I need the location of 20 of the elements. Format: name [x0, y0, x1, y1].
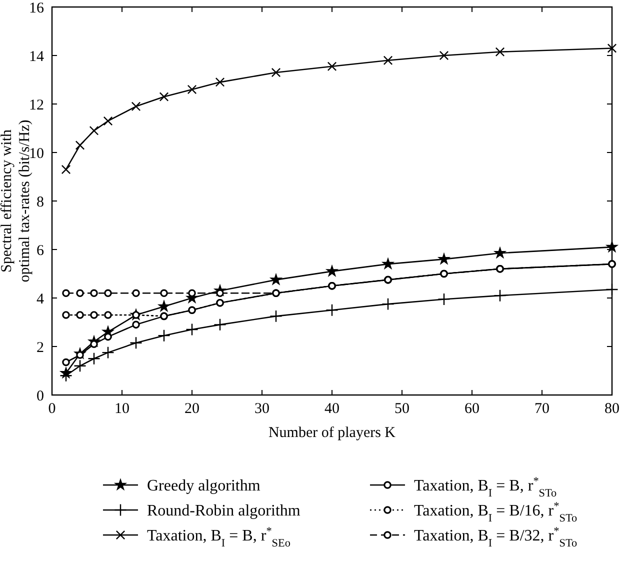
x-tick-label: 40 — [324, 401, 340, 417]
y-tick-label: 8 — [36, 194, 44, 210]
y-tick-label: 14 — [29, 48, 44, 65]
y-tick-label: 16 — [29, 0, 44, 16]
x-tick-label: 30 — [254, 401, 270, 417]
y-tick-label: 12 — [29, 97, 44, 114]
y-tick-label: 0 — [36, 388, 44, 404]
x-tick-label: 10 — [114, 401, 130, 417]
x-tick-label: 50 — [394, 401, 410, 417]
x-tick-label: 70 — [534, 401, 550, 417]
legend-label: Round-Robin algorithm — [147, 502, 301, 520]
legend-label: Greedy algorithm — [147, 478, 261, 495]
x-tick-label: 20 — [184, 401, 200, 417]
y-tick-label: 2 — [36, 340, 44, 356]
y-tick-label: 4 — [36, 291, 44, 308]
y-tick-label: 6 — [36, 242, 44, 259]
x-tick-label: 0 — [48, 401, 56, 417]
x-tick-label: 60 — [464, 401, 480, 417]
x-axis-title: Number of players K — [268, 425, 396, 441]
x-tick-label: 80 — [604, 401, 620, 417]
